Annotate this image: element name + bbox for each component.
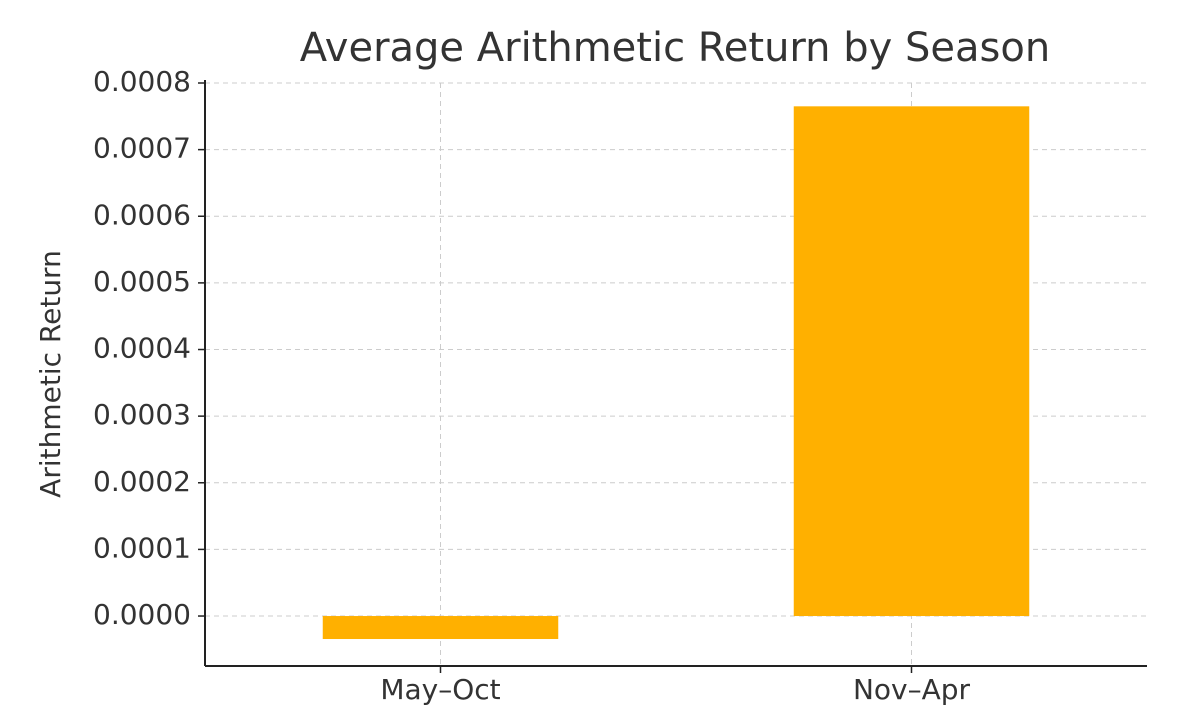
y-tick-label: 0.0007 [93, 132, 191, 165]
bar [322, 616, 559, 640]
y-tick-label: 0.0006 [93, 198, 191, 231]
bar [793, 106, 1030, 617]
y-axis-label: Arithmetic Return [34, 250, 67, 498]
x-tick-label: May–Oct [380, 673, 500, 706]
y-tick-label: 0.0003 [93, 398, 191, 431]
y-tick-label: 0.0001 [93, 531, 191, 564]
x-tick-label: Nov–Apr [853, 673, 971, 706]
y-tick-label: 0.0005 [93, 265, 191, 298]
chart-title: Average Arithmetic Return by Season [300, 25, 1050, 71]
y-tick-label: 0.0002 [93, 465, 191, 498]
y-tick-label: 0.0000 [93, 598, 191, 631]
y-tick-label: 0.0008 [93, 65, 191, 98]
y-tick-label: 0.0004 [93, 332, 191, 365]
